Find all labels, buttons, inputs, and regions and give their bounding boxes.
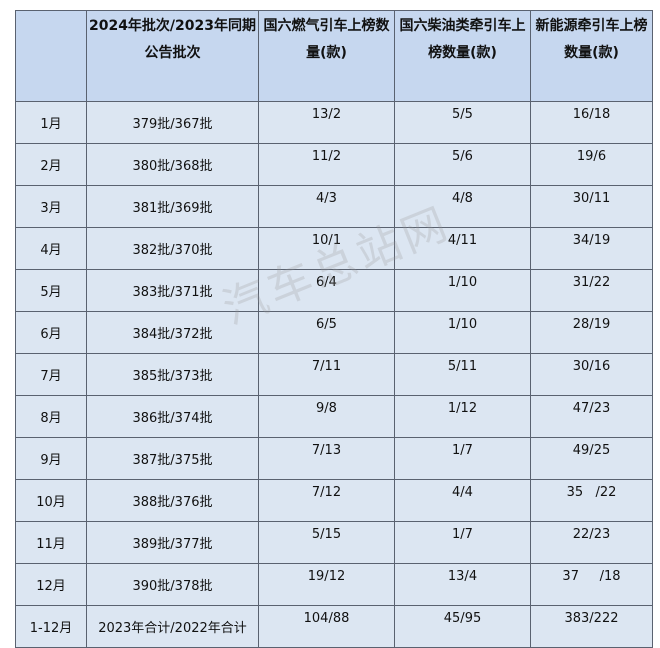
table-cell: 11/2: [258, 143, 395, 186]
table-cell: 5/15: [258, 521, 395, 564]
table-cell: 6/5: [258, 311, 395, 354]
table-cell: 1/10: [394, 311, 531, 354]
table-cell: 37 /18: [530, 563, 653, 606]
table-cell: 22/23: [530, 521, 653, 564]
table-cell: 28/19: [530, 311, 653, 354]
table-cell: 49/25: [530, 437, 653, 480]
table-cell: 384批/372批: [86, 311, 259, 354]
table-cell: 1/7: [394, 437, 531, 480]
column-header: 2024年批次/2023年同期公告批次: [86, 10, 259, 102]
table-row: 1月 379批/367批 13/2 5/5 16/18: [15, 101, 653, 144]
column-header: 新能源牵引车上榜数量(款): [530, 10, 653, 102]
month-cell: 12月: [15, 563, 87, 606]
month-cell: 1月: [15, 101, 87, 144]
table-cell: 7/11: [258, 353, 395, 396]
table-cell: 7/13: [258, 437, 395, 480]
table-cell: 5/6: [394, 143, 531, 186]
table-cell: 4/3: [258, 185, 395, 228]
table-row: 12月 390批/378批 19/12 13/4 37 /18: [15, 563, 653, 606]
table-cell: 1/10: [394, 269, 531, 312]
month-cell: 7月: [15, 353, 87, 396]
table-row: 10月 388批/376批 7/12 4/4 35 /22: [15, 479, 653, 522]
table-cell: 47/23: [530, 395, 653, 438]
table-row: 7月 385批/373批 7/11 5/11 30/16: [15, 353, 653, 396]
column-header: [15, 10, 87, 102]
table-cell: 19/6: [530, 143, 653, 186]
table-row: 5月 383批/371批 6/4 1/10 31/22: [15, 269, 653, 312]
table-cell: 4/4: [394, 479, 531, 522]
month-cell: 8月: [15, 395, 87, 438]
month-cell: 6月: [15, 311, 87, 354]
month-cell: 2月: [15, 143, 87, 186]
table-cell: 104/88: [258, 605, 395, 648]
table-cell: 9/8: [258, 395, 395, 438]
table-cell: 383/222: [530, 605, 653, 648]
column-header: 国六燃气引车上榜数量(款): [258, 10, 395, 102]
table-row: 3月 381批/369批 4/3 4/8 30/11: [15, 185, 653, 228]
table-row: 1-12月 2023年合计/2022年合计 104/88 45/95 383/222: [15, 605, 653, 648]
table-cell: 5/11: [394, 353, 531, 396]
data-table: 2024年批次/2023年同期公告批次 国六燃气引车上榜数量(款) 国六柴油类牵引车…: [15, 10, 653, 648]
table-cell: 4/8: [394, 185, 531, 228]
table-cell: 388批/376批: [86, 479, 259, 522]
table-cell: 382批/370批: [86, 227, 259, 270]
table-cell: 386批/374批: [86, 395, 259, 438]
table-cell: 1/7: [394, 521, 531, 564]
month-cell: 11月: [15, 521, 87, 564]
table-row: 9月 387批/375批 7/13 1/7 49/25: [15, 437, 653, 480]
month-cell: 3月: [15, 185, 87, 228]
table-cell: 45/95: [394, 605, 531, 648]
table-cell: 380批/368批: [86, 143, 259, 186]
table-cell: 4/11: [394, 227, 531, 270]
table-row: 11月 389批/377批 5/15 1/7 22/23: [15, 521, 653, 564]
table-cell: 6/4: [258, 269, 395, 312]
table-cell: 389批/377批: [86, 521, 259, 564]
table-row: 8月 386批/374批 9/8 1/12 47/23: [15, 395, 653, 438]
table-row: 6月 384批/372批 6/5 1/10 28/19: [15, 311, 653, 354]
table-cell: 387批/375批: [86, 437, 259, 480]
table-cell: 381批/369批: [86, 185, 259, 228]
table-cell: 7/12: [258, 479, 395, 522]
month-cell: 4月: [15, 227, 87, 270]
table-cell: 379批/367批: [86, 101, 259, 144]
table-row: 4月 382批/370批 10/1 4/11 34/19: [15, 227, 653, 270]
table-cell: 30/11: [530, 185, 653, 228]
table-cell: 35 /22: [530, 479, 653, 522]
month-cell: 1-12月: [15, 605, 87, 648]
table-row: 2月 380批/368批 11/2 5/6 19/6: [15, 143, 653, 186]
month-cell: 9月: [15, 437, 87, 480]
table-cell: 31/22: [530, 269, 653, 312]
table-cell: 19/12: [258, 563, 395, 606]
month-cell: 10月: [15, 479, 87, 522]
table-cell: 390批/378批: [86, 563, 259, 606]
table-cell: 1/12: [394, 395, 531, 438]
table-cell: 34/19: [530, 227, 653, 270]
table-cell: 5/5: [394, 101, 531, 144]
table-cell: 16/18: [530, 101, 653, 144]
table-cell: 2023年合计/2022年合计: [86, 605, 259, 648]
header-row: 2024年批次/2023年同期公告批次 国六燃气引车上榜数量(款) 国六柴油类牵引车…: [15, 10, 653, 102]
table-cell: 13/4: [394, 563, 531, 606]
table-cell: 385批/373批: [86, 353, 259, 396]
column-header: 国六柴油类牵引车上榜数量(款): [394, 10, 531, 102]
table-cell: 10/1: [258, 227, 395, 270]
table-cell: 13/2: [258, 101, 395, 144]
month-cell: 5月: [15, 269, 87, 312]
table-cell: 383批/371批: [86, 269, 259, 312]
table-cell: 30/16: [530, 353, 653, 396]
